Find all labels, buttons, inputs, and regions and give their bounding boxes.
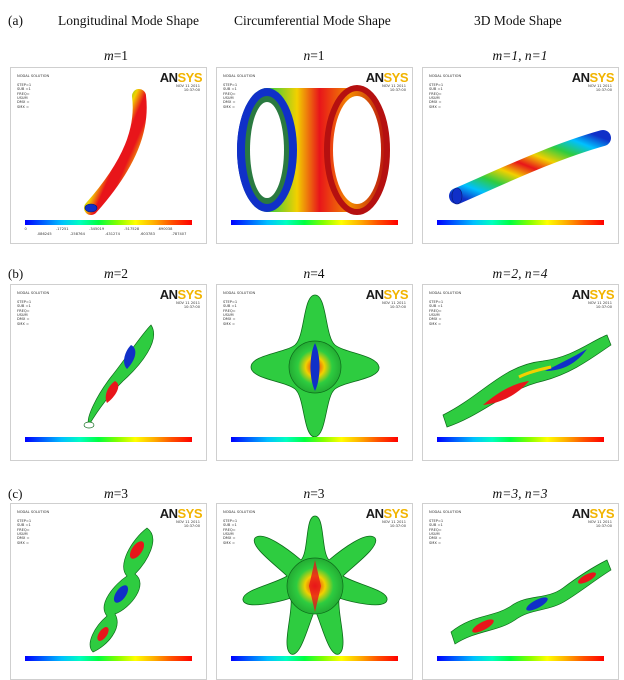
- title-b-3: m=2, n=4: [492, 266, 548, 281]
- colorbar-ticks: 0 .086245 .17251 .258764 .345019 .431274…: [24, 227, 187, 236]
- title-c-3: m=3, n=3: [492, 486, 548, 501]
- panel-date: NOV 11 2011 10:37:00: [588, 84, 612, 93]
- ansys-logo: ANSYS: [365, 287, 409, 302]
- cross-section-n4: [250, 294, 380, 438]
- panel-date: NOV 11 2011 10:37:00: [588, 520, 612, 529]
- panel-date: NOV 11 2011 10:37:00: [382, 520, 406, 529]
- header-3d: 3D Mode Shape: [474, 13, 562, 28]
- panel-tag: NODAL SOLUTION STEP=1 SUB =1 FREQ= USUM …: [223, 510, 256, 545]
- colorbar: [437, 656, 604, 661]
- title-a-2: n=1: [303, 48, 325, 63]
- ansys-logo: ANSYS: [159, 506, 203, 521]
- panel-tag: NODAL SOLUTION STEP=1 SUB =1 FREQ= USUM …: [429, 74, 462, 109]
- colorbar: [437, 437, 604, 442]
- panel-tag: NODAL SOLUTION STEP=1 SUB =1 FREQ= USUM …: [17, 74, 50, 109]
- panel-date: NOV 11 2011 10:37:00: [176, 520, 200, 529]
- tube-mode-m1-n1: [449, 130, 611, 205]
- tube-mode-m2: [83, 324, 154, 429]
- row-label-c: (c): [8, 486, 23, 501]
- ansys-logo: ANSYS: [365, 506, 409, 521]
- colorbar: [25, 220, 192, 225]
- panel-date: NOV 11 2011 10:37:00: [382, 301, 406, 310]
- colorbar: [231, 437, 398, 442]
- colorbar: [437, 220, 604, 225]
- panel-b-longitudinal: NODAL SOLUTION STEP=1 SUB =1 FREQ= USUM …: [10, 284, 207, 461]
- panel-b-circumferential: NODAL SOLUTION STEP=1 SUB =1 FREQ= USUM …: [216, 284, 413, 461]
- ansys-logo: ANSYS: [159, 287, 203, 302]
- tube-mode-m3: [89, 527, 154, 653]
- panel-tag: NODAL SOLUTION STEP=1 SUB =1 FREQ= USUM …: [17, 291, 50, 326]
- panel-b-3d: NODAL SOLUTION STEP=1 SUB =1 FREQ= USUM …: [422, 284, 619, 461]
- panel-a-longitudinal: NODAL SOLUTION STEP=1 SUB =1 FREQ= USUM …: [10, 67, 207, 244]
- header-longitudinal: Longitudinal Mode Shape: [58, 13, 199, 28]
- panel-tag: NODAL SOLUTION STEP=1 SUB =1 FREQ= USUM …: [429, 291, 462, 326]
- title-a-1: m=1: [103, 48, 129, 63]
- panel-tag: NODAL SOLUTION STEP=1 SUB =1 FREQ= USUM …: [429, 510, 462, 545]
- panel-date: NOV 11 2011 10:37:00: [176, 301, 200, 310]
- panel-a-3d: NODAL SOLUTION STEP=1 SUB =1 FREQ= USUM …: [422, 67, 619, 244]
- row-label-b: (b): [8, 266, 24, 281]
- title-a-3: m=1, n=1: [492, 48, 548, 63]
- panel-date: NOV 11 2011 10:37:00: [588, 301, 612, 310]
- row-label-a: (a): [8, 13, 23, 28]
- panel-c-circumferential: NODAL SOLUTION STEP=1 SUB =1 FREQ= USUM …: [216, 503, 413, 680]
- tube-mode-m2-n4: [442, 334, 612, 428]
- panel-date: NOV 11 2011 10:37:00: [382, 84, 406, 93]
- panel-tag: NODAL SOLUTION STEP=1 SUB =1 FREQ= USUM …: [17, 510, 50, 545]
- ansys-logo: ANSYS: [571, 506, 615, 521]
- tube-mode-m1: [84, 89, 147, 215]
- header-circumferential: Circumferential Mode Shape: [234, 13, 391, 28]
- ansys-logo: ANSYS: [571, 287, 615, 302]
- title-c-2: n=3: [303, 486, 325, 501]
- panel-c-3d: NODAL SOLUTION STEP=1 SUB =1 FREQ= USUM …: [422, 503, 619, 680]
- title-c-1: m=3: [103, 486, 129, 501]
- panel-a-circumferential: NODAL SOLUTION STEP=1 SUB =1 FREQ= USUM …: [216, 67, 413, 244]
- panel-tag: NODAL SOLUTION STEP=1 SUB =1 FREQ= USUM …: [223, 74, 256, 109]
- colorbar: [25, 656, 192, 661]
- panel-c-longitudinal: NODAL SOLUTION STEP=1 SUB =1 FREQ= USUM …: [10, 503, 207, 680]
- colorbar: [231, 220, 398, 225]
- tube-mode-m3-n3: [450, 559, 612, 645]
- cross-section-n3: [242, 515, 388, 655]
- panel-tag: NODAL SOLUTION STEP=1 SUB =1 FREQ= USUM …: [223, 291, 256, 326]
- title-b-2: n=4: [303, 266, 325, 281]
- panel-date: NOV 11 2011 10:37:00: [176, 84, 200, 93]
- colorbar: [25, 437, 192, 442]
- ansys-logo: ANSYS: [159, 70, 203, 85]
- ansys-logo: ANSYS: [365, 70, 409, 85]
- colorbar: [231, 656, 398, 661]
- title-b-1: m=2: [103, 266, 129, 281]
- ansys-logo: ANSYS: [571, 70, 615, 85]
- cylinder-mode-n1: [237, 85, 390, 215]
